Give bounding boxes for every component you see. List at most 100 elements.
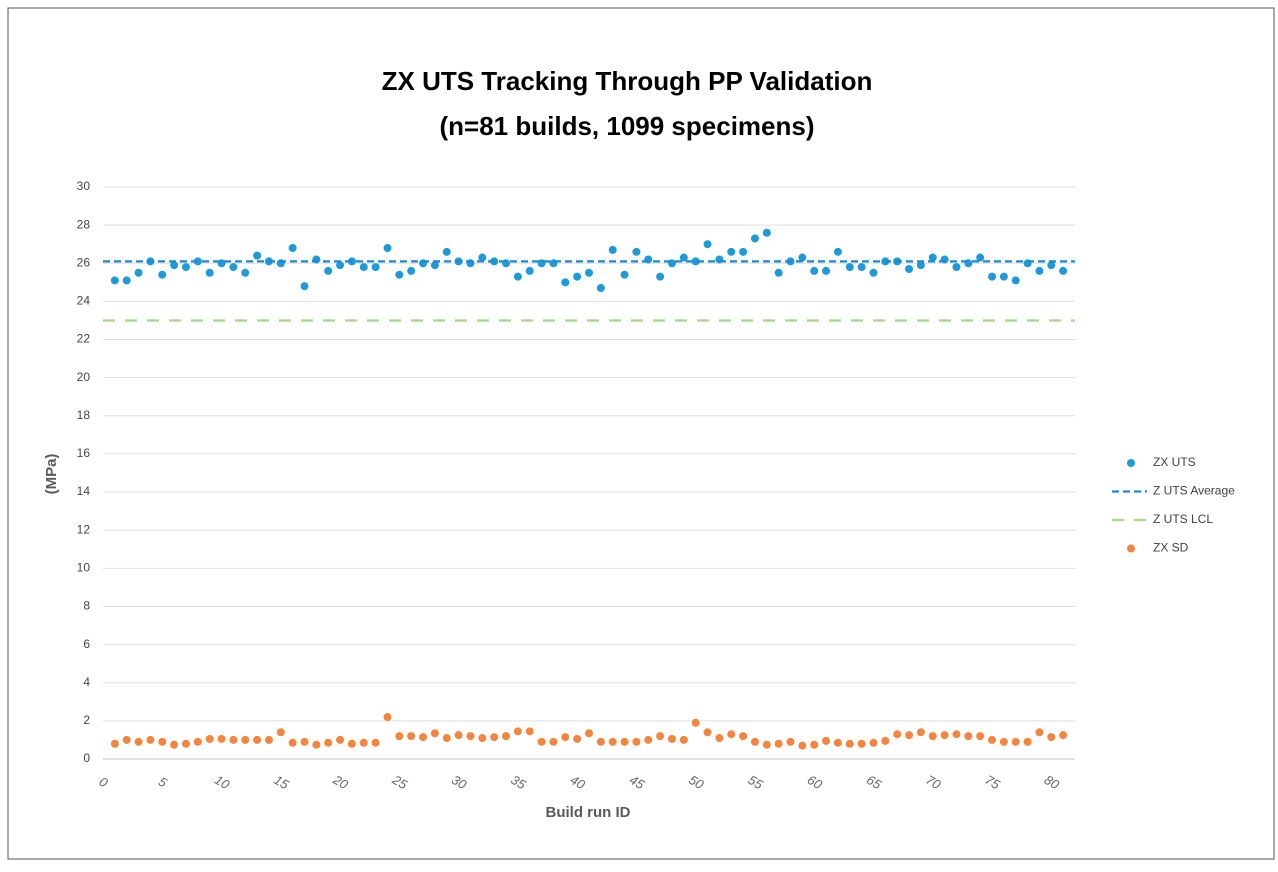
point: [525, 727, 534, 736]
point: [845, 263, 854, 272]
point: [893, 730, 902, 739]
point: [691, 257, 700, 266]
point: [999, 737, 1008, 746]
point: [513, 727, 522, 736]
point: [288, 244, 297, 253]
point: [869, 268, 878, 277]
point: [241, 735, 250, 744]
point: [170, 261, 179, 270]
point: [264, 735, 273, 744]
point: [632, 737, 641, 746]
point: [300, 282, 309, 291]
point: [181, 739, 190, 748]
x-tick-label: 25: [389, 771, 411, 792]
point: [407, 266, 416, 275]
point: [490, 733, 499, 742]
y-tick-label: 18: [77, 408, 91, 422]
point: [881, 736, 890, 745]
point: [1047, 733, 1056, 742]
point: [750, 737, 759, 746]
point: [1059, 266, 1068, 275]
point: [122, 276, 131, 285]
point: [988, 272, 997, 281]
point: [253, 735, 262, 744]
point: [739, 732, 748, 741]
legend-swatch: [1127, 544, 1135, 553]
point: [857, 739, 866, 748]
point: [774, 268, 783, 277]
point: [336, 261, 345, 270]
point: [324, 738, 333, 747]
point: [928, 253, 937, 262]
point: [667, 734, 676, 743]
point: [430, 729, 439, 738]
point: [573, 272, 582, 281]
point: [940, 731, 949, 740]
point: [798, 741, 807, 750]
point: [857, 263, 866, 272]
point: [383, 244, 392, 253]
point: [810, 266, 819, 275]
point: [241, 268, 250, 277]
point: [869, 738, 878, 747]
y-tick-label: 10: [77, 561, 91, 575]
point: [952, 263, 961, 272]
legend-label: Z UTS LCL: [1153, 512, 1213, 526]
point: [916, 261, 925, 270]
point: [454, 731, 463, 740]
point: [739, 247, 748, 256]
point: [442, 734, 451, 743]
y-tick-label: 20: [77, 370, 91, 384]
point: [253, 251, 262, 260]
y-tick-label: 16: [77, 446, 91, 460]
point: [762, 228, 771, 237]
point: [407, 732, 416, 741]
y-tick-label: 4: [83, 675, 90, 689]
point: [798, 253, 807, 262]
y-tick-label: 26: [77, 255, 91, 269]
point: [656, 732, 665, 741]
point: [359, 738, 368, 747]
y-tick-label: 0: [83, 751, 90, 765]
point: [146, 735, 155, 744]
point: [395, 732, 404, 741]
point: [1011, 737, 1020, 746]
point: [620, 270, 629, 279]
y-tick-label: 14: [77, 484, 91, 498]
point: [324, 266, 333, 275]
point: [656, 272, 665, 281]
point: [1035, 728, 1044, 737]
point: [312, 740, 321, 749]
point: [999, 272, 1008, 281]
y-tick-label: 28: [77, 217, 91, 231]
point: [419, 733, 428, 742]
point: [217, 734, 226, 743]
point: [430, 261, 439, 270]
point: [478, 734, 487, 743]
point: [750, 234, 759, 243]
point: [395, 270, 404, 279]
point: [513, 272, 522, 281]
point: [620, 737, 629, 746]
point: [988, 735, 997, 744]
point: [810, 740, 819, 749]
point: [928, 732, 937, 741]
point: [193, 737, 202, 746]
point: [679, 735, 688, 744]
y-tick-label: 2: [83, 713, 90, 727]
point: [786, 737, 795, 746]
y-tick-label: 12: [77, 522, 91, 536]
point: [644, 735, 653, 744]
point: [833, 738, 842, 747]
point: [205, 268, 214, 277]
point: [383, 713, 392, 722]
point: [596, 737, 605, 746]
y-tick-label: 8: [83, 599, 90, 613]
point: [502, 732, 511, 741]
frame: [7, 7, 1275, 860]
point: [442, 247, 451, 256]
point: [288, 738, 297, 747]
point: [110, 276, 119, 285]
point: [905, 264, 914, 273]
legend-label: ZX UTS: [1153, 455, 1196, 469]
